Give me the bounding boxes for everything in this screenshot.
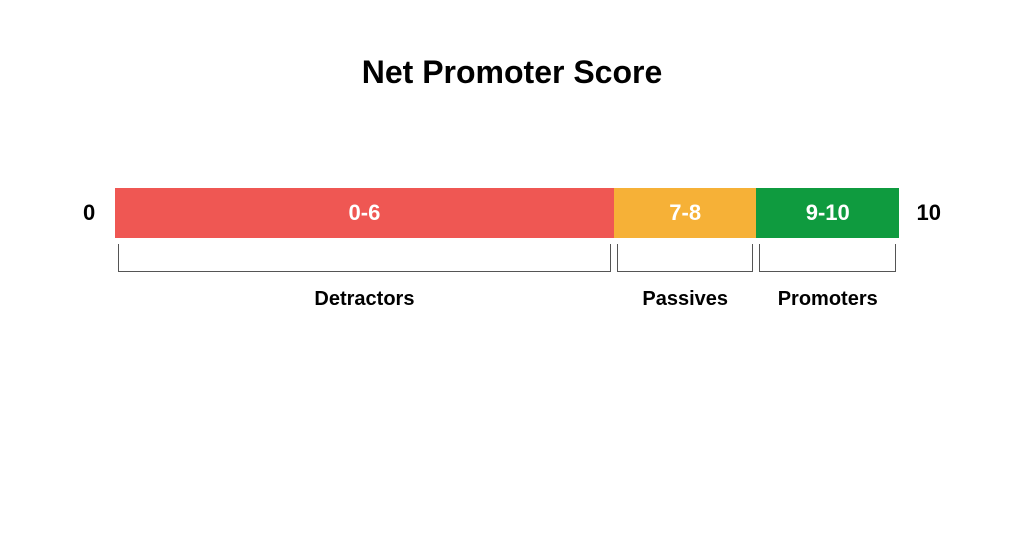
segment-detractors: 0-6 (115, 188, 614, 238)
axis-max-label: 10 (899, 200, 941, 226)
category-labels-row: Detractors Passives Promoters (115, 288, 899, 311)
bracket-passives (614, 244, 757, 274)
nps-bar: 0-6 7-8 9-10 (115, 188, 899, 238)
segment-promoters: 9-10 (756, 188, 899, 238)
axis-min-label: 0 (83, 200, 115, 226)
bar-row: 0 0-6 7-8 9-10 10 (83, 188, 941, 238)
bracket-detractors (115, 244, 614, 274)
label-promoters: Promoters (756, 288, 899, 311)
chart-title: Net Promoter Score (0, 0, 1024, 91)
bracket-promoters (756, 244, 899, 274)
label-passives: Passives (614, 288, 757, 311)
label-detractors: Detractors (115, 288, 614, 311)
brackets-row (115, 244, 899, 274)
nps-chart: 0 0-6 7-8 9-10 10 Detractors Passives Pr… (83, 188, 941, 311)
segment-passives: 7-8 (614, 188, 757, 238)
